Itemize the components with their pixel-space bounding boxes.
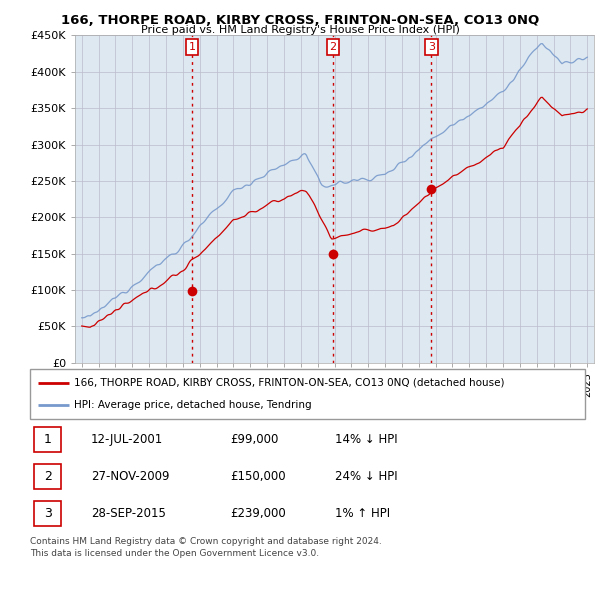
Text: 28-SEP-2015: 28-SEP-2015	[91, 507, 166, 520]
Text: 166, THORPE ROAD, KIRBY CROSS, FRINTON-ON-SEA, CO13 0NQ: 166, THORPE ROAD, KIRBY CROSS, FRINTON-O…	[61, 14, 539, 27]
Text: 27-NOV-2009: 27-NOV-2009	[91, 470, 170, 483]
Text: 2: 2	[329, 42, 337, 52]
Text: 1: 1	[188, 42, 196, 52]
FancyBboxPatch shape	[34, 427, 61, 453]
Text: £150,000: £150,000	[230, 470, 286, 483]
Text: 2: 2	[44, 470, 52, 483]
Text: Price paid vs. HM Land Registry's House Price Index (HPI): Price paid vs. HM Land Registry's House …	[140, 25, 460, 35]
Text: £99,000: £99,000	[230, 433, 278, 446]
FancyBboxPatch shape	[34, 500, 61, 526]
Text: Contains HM Land Registry data © Crown copyright and database right 2024.: Contains HM Land Registry data © Crown c…	[30, 537, 382, 546]
Text: 1: 1	[44, 433, 52, 446]
Text: 3: 3	[44, 507, 52, 520]
Text: £239,000: £239,000	[230, 507, 286, 520]
FancyBboxPatch shape	[34, 464, 61, 489]
Text: HPI: Average price, detached house, Tendring: HPI: Average price, detached house, Tend…	[74, 400, 312, 410]
Text: 1% ↑ HPI: 1% ↑ HPI	[335, 507, 391, 520]
Text: 166, THORPE ROAD, KIRBY CROSS, FRINTON-ON-SEA, CO13 0NQ (detached house): 166, THORPE ROAD, KIRBY CROSS, FRINTON-O…	[74, 378, 505, 388]
Text: 14% ↓ HPI: 14% ↓ HPI	[335, 433, 398, 446]
Text: 12-JUL-2001: 12-JUL-2001	[91, 433, 163, 446]
Text: 3: 3	[428, 42, 435, 52]
FancyBboxPatch shape	[30, 369, 585, 419]
Text: This data is licensed under the Open Government Licence v3.0.: This data is licensed under the Open Gov…	[30, 549, 319, 558]
Text: 24% ↓ HPI: 24% ↓ HPI	[335, 470, 398, 483]
